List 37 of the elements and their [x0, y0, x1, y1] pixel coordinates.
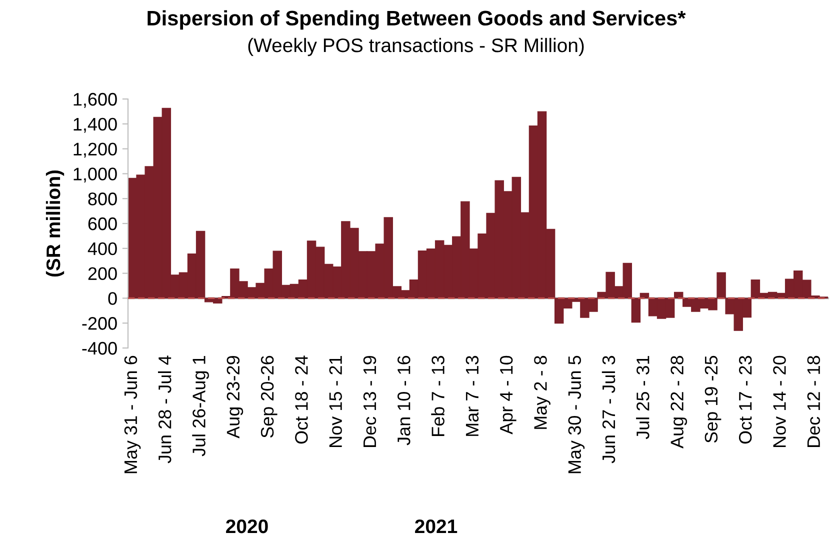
x-tick-label: May 2 - 8	[534, 356, 550, 429]
y-tick-label: 200	[88, 267, 117, 280]
y-tick-label: 1,000	[74, 168, 117, 183]
y-tick-label: 600	[88, 217, 117, 230]
y-tick-label: 1,400	[74, 118, 117, 133]
x-tick-label: Jun 28 - Jul 4	[158, 356, 172, 464]
x-tick-label: Jul 25 - 31	[636, 356, 650, 440]
y-tick-label: -200	[82, 317, 117, 330]
chart-title: Dispersion of Spending Between Goods and Services*	[148, 10, 686, 30]
x-tick-label: Sep 20-26	[260, 356, 278, 438]
x-tick-label: Feb 7 - 13	[431, 356, 444, 436]
x-tick-label: Jun 27 - Jul 3	[602, 356, 616, 464]
x-tick-label: Jan 10 - 16	[398, 356, 410, 446]
x-tick-label: Nov 15 - 21	[329, 356, 342, 447]
x-tick-label: Apr 4 - 10	[500, 356, 516, 434]
x-tick-label: Oct 17 - 23	[738, 356, 752, 444]
y-axis-title: (SR million)	[46, 170, 64, 277]
text: 2021	[415, 519, 458, 534]
y-tick-label: 0	[108, 292, 117, 305]
x-tick-label: May 31 - Jun 6	[124, 356, 141, 474]
x-tick-label: Aug 22 - 28	[670, 356, 688, 448]
y-tick-label: 800	[88, 192, 117, 206]
y-tick-label: 1,200	[74, 142, 117, 158]
x-tick-label: May 30 - Jun 5	[568, 356, 585, 474]
text: 2020	[226, 519, 268, 534]
chart-subtitle: (Weekly POS transactions - SR Million)	[248, 38, 584, 56]
x-tick-label: Dec 12 - 18	[807, 356, 820, 447]
x-tick-label: Sep 19 -25	[704, 356, 722, 443]
x-tick-label: Nov 14 - 20	[773, 356, 786, 447]
y-tick-label: 400	[88, 242, 117, 256]
y-tick-label: 1,600	[74, 92, 117, 108]
x-tick-label: Dec 13 - 19	[363, 356, 376, 447]
x-tick-label: Oct 18 - 24	[295, 356, 308, 444]
x-tick-label: Mar 7 - 13	[466, 356, 479, 436]
x-tick-label: Aug 23-29	[226, 356, 244, 438]
y-tick-label: -400	[82, 342, 117, 355]
x-tick-label: Jul 26-Aug 1	[192, 356, 209, 456]
